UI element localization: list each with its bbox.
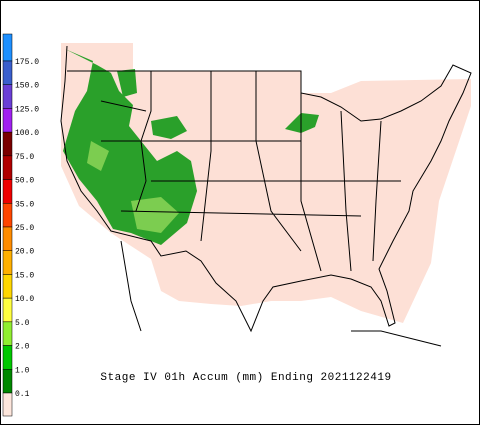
legend-swatch [2,155,13,180]
legend-swatch [2,131,13,157]
boundaries [60,45,472,347]
legend-label: 50.0 [15,177,34,186]
legend-swatch [2,297,13,323]
legend-label: 35.0 [15,200,34,209]
legend-label: 15.0 [15,271,34,280]
legend-swatch [2,274,13,299]
legend-swatch [2,345,13,370]
legend-label: 150.0 [15,82,39,91]
legend-label: 75.0 [15,153,34,162]
legend-label: 100.0 [15,129,39,138]
legend-swatch [2,84,13,109]
legend-label: 125.0 [15,105,39,114]
precip-light [87,141,179,233]
legend-swatch [2,179,13,204]
legend-label: 25.0 [15,224,34,233]
legend-swatch [2,203,13,228]
legend-swatch [2,60,13,85]
legend-label: 20.0 [15,248,34,257]
legend-label: 10.0 [15,295,34,304]
coverage-area [61,43,471,323]
precip-patches [63,49,319,245]
legend-label: 175.0 [15,58,39,67]
legend-swatch [2,33,13,62]
map-title: Stage IV 01h Accum (mm) Ending 202112241… [100,372,391,384]
legend-label: 0.1 [15,390,30,399]
legend-label: 2.0 [15,343,30,352]
legend-swatch [2,108,13,133]
legend-swatch [2,226,13,251]
legend-swatch [2,250,13,275]
legend-swatch [2,369,13,394]
legend-label: 1.0 [15,366,30,375]
legend-swatch [2,321,13,346]
legend-swatch [2,392,13,417]
legend-label: 5.0 [15,319,30,328]
legend: 175.0 150.0 125.0 100.0 75.0 50.0 35.0 25.0 20.0… [2,33,39,417]
